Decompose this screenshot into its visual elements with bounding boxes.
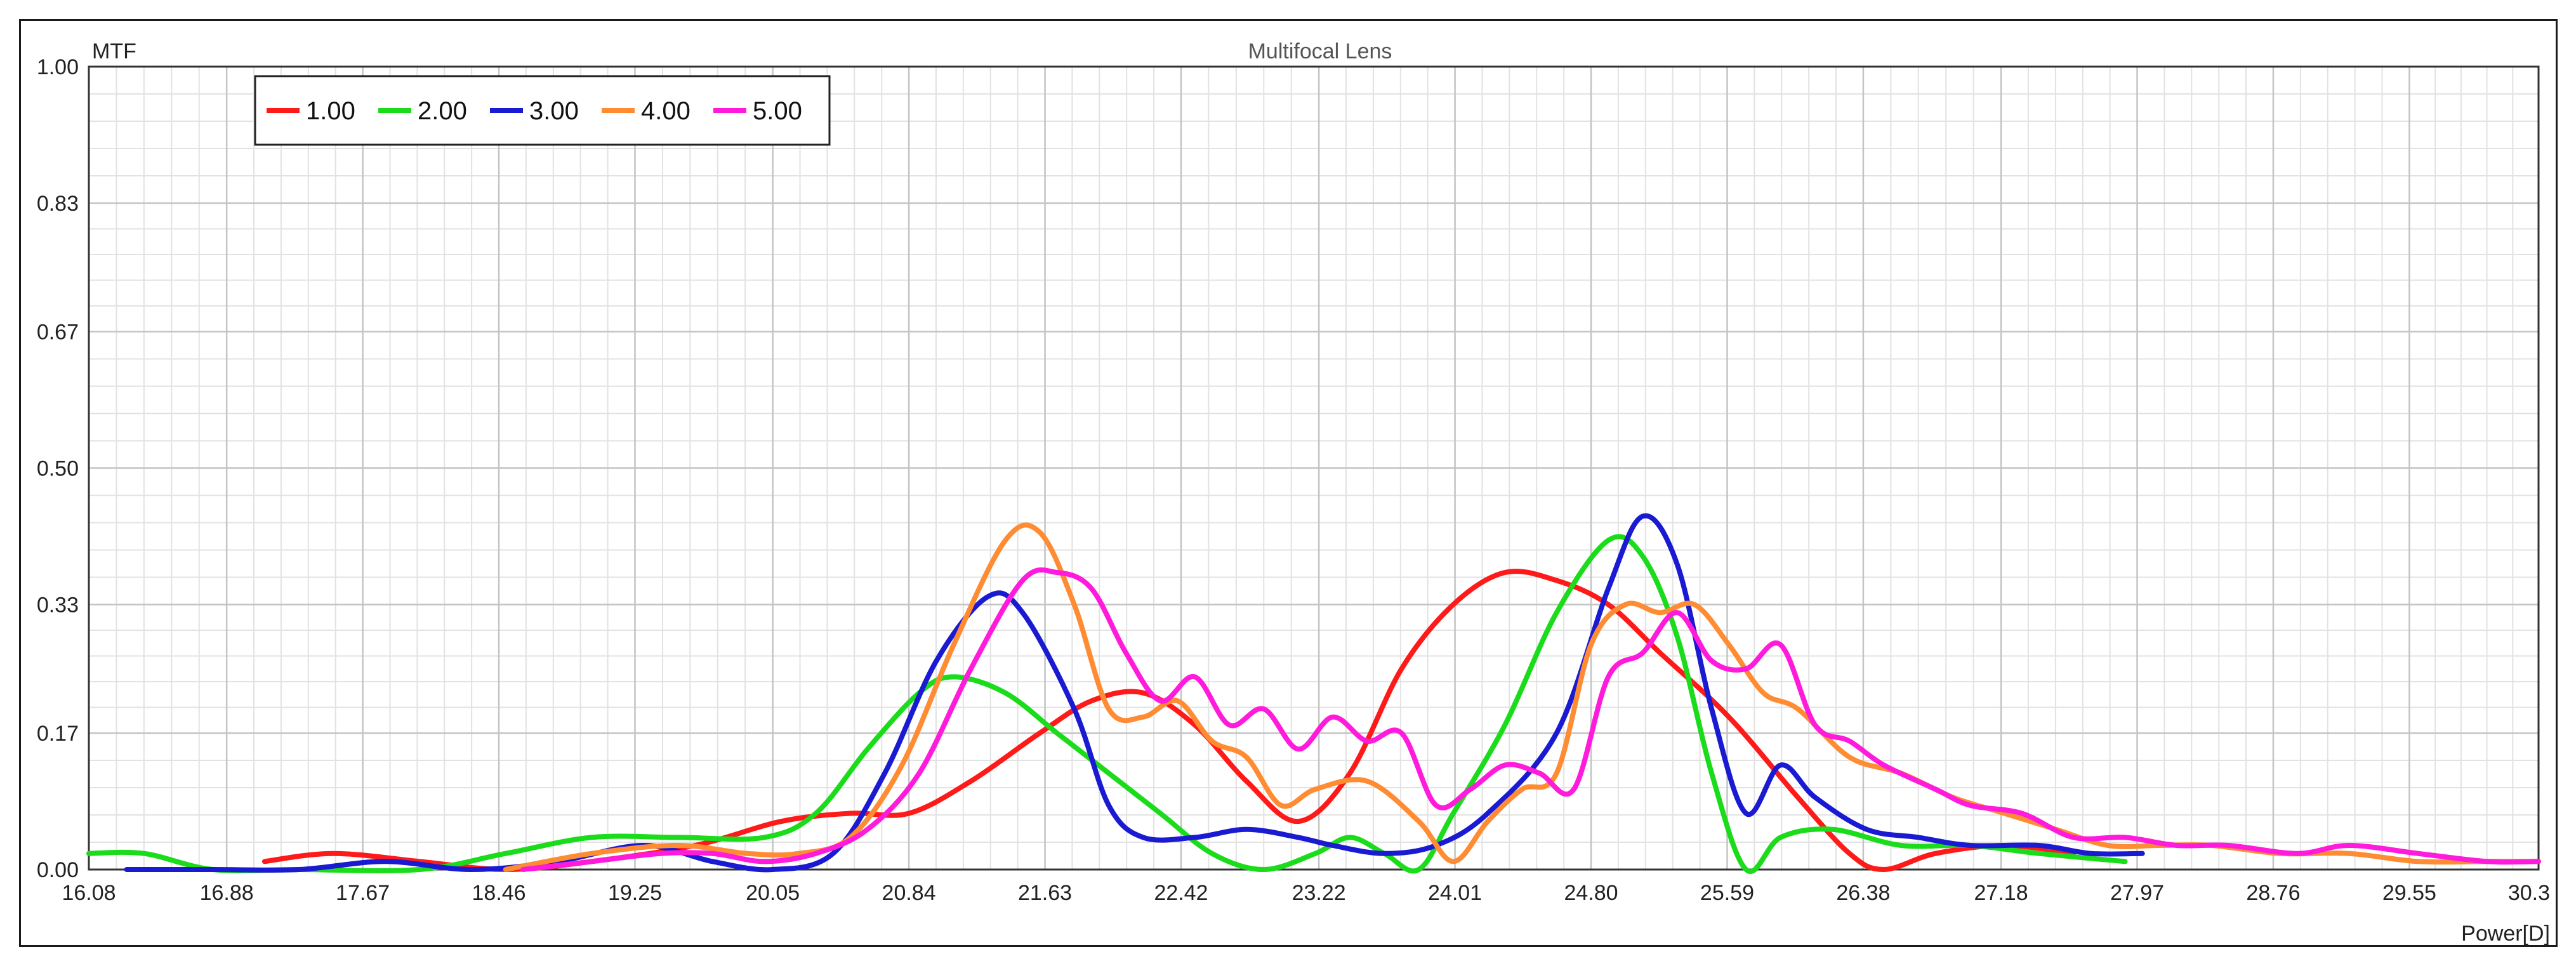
legend-label: 5.00 (753, 97, 802, 125)
grid (88, 65, 2540, 871)
x-tick-label: 16.88 (200, 881, 254, 905)
y-axis-title: MTF (92, 39, 136, 63)
x-tick-label: 19.25 (608, 881, 662, 905)
chart-title: Multifocal Lens (1248, 39, 1392, 63)
x-tick-label: 27.97 (2110, 881, 2164, 905)
plot-area (88, 65, 2540, 871)
x-tick-label: 16.08 (62, 881, 116, 905)
x-tick-label: 29.55 (2382, 881, 2436, 905)
x-tick-label: 24.80 (1564, 881, 1618, 905)
legend-label: 3.00 (529, 97, 579, 125)
y-tick-label: 0.33 (37, 593, 79, 618)
legend-label: 2.00 (418, 97, 467, 125)
x-tick-label: 21.63 (1018, 881, 1072, 905)
x-tick-label: 25.59 (1700, 881, 1754, 905)
x-tick-label: 30.3 (2508, 881, 2550, 905)
axes: 16.08 16.88 17.67 18.46 19.25 20.05 20.84 21.63… (37, 55, 2550, 905)
x-tick-label: 28.76 (2246, 881, 2300, 905)
y-tick-label: 1.00 (37, 55, 79, 79)
series-line-1.00 (261, 569, 2077, 872)
series-line-5.00 (520, 567, 2541, 872)
y-tick-label: 0.67 (37, 320, 79, 344)
x-tick-label: 20.84 (882, 881, 936, 905)
x-tick-label: 26.38 (1836, 881, 1890, 905)
series-line-2.00 (86, 534, 2128, 874)
y-tick-label: 0.00 (37, 858, 79, 882)
series-layer (86, 513, 2541, 874)
x-tick-label: 23.22 (1292, 881, 1346, 905)
x-tick-label: 24.01 (1428, 881, 1482, 905)
legend-label: 1.00 (306, 97, 355, 125)
legend: 1.00 2.00 3.00 4.00 5.00 (254, 75, 831, 146)
y-tick-label: 0.17 (37, 722, 79, 746)
y-tick-label: 0.50 (37, 457, 79, 481)
x-tick-label: 22.42 (1154, 881, 1208, 905)
x-axis-title: Power[D] (2461, 922, 2550, 946)
series-line-4.00 (503, 522, 2541, 872)
x-tick-label: 27.18 (1974, 881, 2028, 905)
y-tick-label: 0.83 (37, 192, 79, 216)
x-tick-label: 18.46 (472, 881, 526, 905)
x-tick-label: 17.67 (336, 881, 390, 905)
chart-frame (19, 19, 2558, 947)
x-tick-label: 20.05 (746, 881, 800, 905)
legend-label: 4.00 (641, 97, 690, 125)
